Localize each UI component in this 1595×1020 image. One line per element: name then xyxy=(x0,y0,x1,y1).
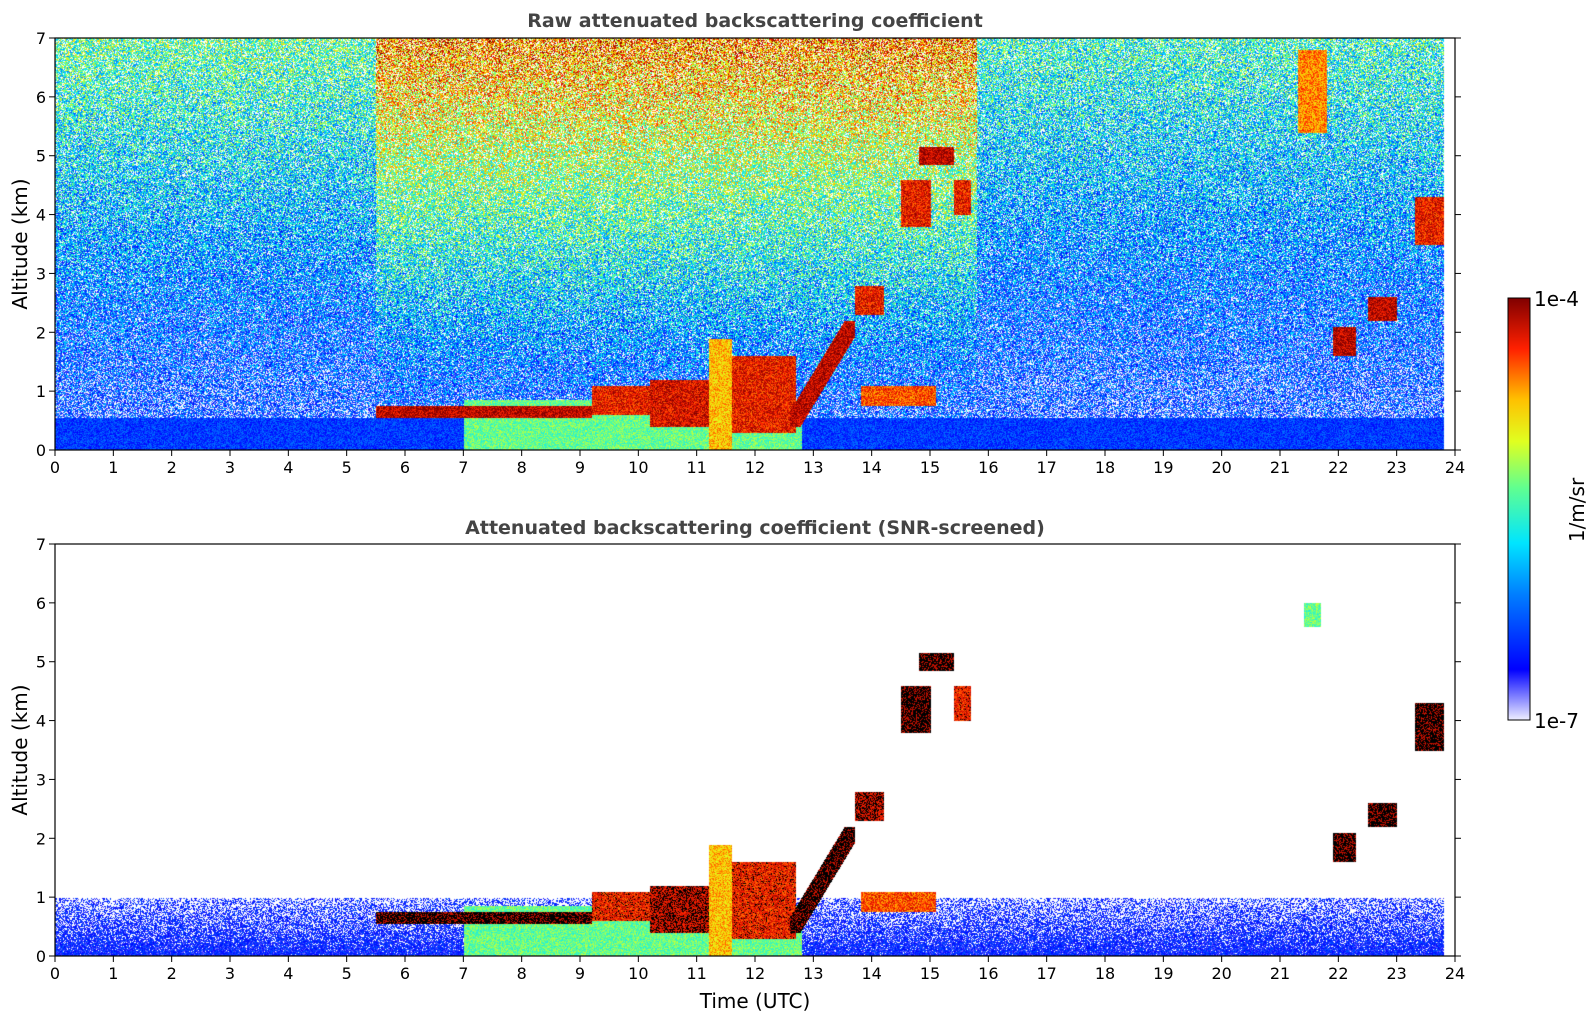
x-tick-label: 12 xyxy=(745,458,765,477)
x-tick-label: 15 xyxy=(920,964,940,983)
x-tick-label: 20 xyxy=(1211,964,1231,983)
colorbar-min-label: 1e-7 xyxy=(1534,709,1579,733)
x-tick-label: 4 xyxy=(283,458,293,477)
x-tick-label: 8 xyxy=(517,964,527,983)
x-tick-label: 21 xyxy=(1270,964,1290,983)
y-tick-label: 1 xyxy=(36,382,46,401)
x-tick-label: 20 xyxy=(1211,458,1231,477)
panel-raw: Raw attenuated backscattering coefficien… xyxy=(8,10,1465,477)
x-tick-label: 15 xyxy=(920,458,940,477)
y-axis-label: Altitude (km) xyxy=(8,178,32,309)
x-tick-label: 12 xyxy=(745,964,765,983)
x-tick-label: 13 xyxy=(803,458,823,477)
y-tick-label: 4 xyxy=(36,712,46,731)
y-tick-label: 2 xyxy=(36,829,46,848)
x-tick-label: 24 xyxy=(1445,964,1465,983)
colorbar-max-label: 1e-4 xyxy=(1534,287,1579,311)
y-tick-label: 6 xyxy=(36,594,46,613)
y-tick-label: 4 xyxy=(36,206,46,225)
x-tick-label: 11 xyxy=(686,458,706,477)
x-tick-label: 5 xyxy=(342,964,352,983)
x-tick-label: 22 xyxy=(1328,964,1348,983)
y-axis-label: Altitude (km) xyxy=(8,684,32,815)
y-tick-label: 0 xyxy=(36,947,46,966)
x-tick-label: 4 xyxy=(283,964,293,983)
x-tick-label: 21 xyxy=(1270,458,1290,477)
x-tick-label: 0 xyxy=(50,458,60,477)
x-tick-label: 1 xyxy=(108,964,118,983)
x-tick-label: 8 xyxy=(517,458,527,477)
x-tick-label: 24 xyxy=(1445,458,1465,477)
x-tick-label: 11 xyxy=(686,964,706,983)
x-tick-label: 10 xyxy=(628,964,648,983)
heatmap-screened xyxy=(55,544,1455,956)
heatmap-raw xyxy=(55,38,1455,450)
y-tick-label: 6 xyxy=(36,88,46,107)
x-tick-label: 6 xyxy=(400,458,410,477)
x-tick-label: 16 xyxy=(978,458,998,477)
y-tick-label: 7 xyxy=(36,29,46,48)
x-tick-label: 3 xyxy=(225,458,235,477)
x-tick-label: 14 xyxy=(861,964,881,983)
x-tick-label: 14 xyxy=(861,458,881,477)
y-tick-label: 0 xyxy=(36,441,46,460)
y-tick-label: 5 xyxy=(36,653,46,672)
panel-screened: Attenuated backscattering coefficient (S… xyxy=(8,517,1465,1013)
y-tick-label: 7 xyxy=(36,535,46,554)
x-tick-label: 19 xyxy=(1153,458,1173,477)
y-tick-label: 3 xyxy=(36,264,46,283)
x-tick-label: 2 xyxy=(167,964,177,983)
y-tick-label: 1 xyxy=(36,888,46,907)
y-tick-label: 3 xyxy=(36,770,46,789)
x-axis-label: Time (UTC) xyxy=(699,989,811,1013)
x-tick-label: 7 xyxy=(458,964,468,983)
x-tick-label: 23 xyxy=(1386,458,1406,477)
x-tick-label: 23 xyxy=(1386,964,1406,983)
x-tick-label: 3 xyxy=(225,964,235,983)
x-tick-label: 13 xyxy=(803,964,823,983)
x-tick-label: 22 xyxy=(1328,458,1348,477)
colorbar-unit-label: 1/m/sr xyxy=(1565,477,1589,542)
x-tick-label: 10 xyxy=(628,458,648,477)
x-tick-label: 1 xyxy=(108,458,118,477)
x-tick-label: 17 xyxy=(1036,964,1056,983)
y-tick-label: 2 xyxy=(36,323,46,342)
chart-title: Attenuated backscattering coefficient (S… xyxy=(465,517,1045,539)
x-tick-label: 16 xyxy=(978,964,998,983)
x-tick-label: 18 xyxy=(1095,458,1115,477)
y-tick-label: 5 xyxy=(36,147,46,166)
colorbar-gradient xyxy=(1507,297,1531,721)
x-tick-label: 5 xyxy=(342,458,352,477)
colorbar: 1e-4 1e-7 1/m/sr xyxy=(1507,287,1589,733)
x-tick-label: 17 xyxy=(1036,458,1056,477)
x-tick-label: 7 xyxy=(458,458,468,477)
chart-title: Raw attenuated backscattering coefficien… xyxy=(527,10,983,32)
x-tick-label: 0 xyxy=(50,964,60,983)
x-tick-label: 18 xyxy=(1095,964,1115,983)
x-tick-label: 19 xyxy=(1153,964,1173,983)
x-tick-label: 6 xyxy=(400,964,410,983)
x-tick-label: 9 xyxy=(575,964,585,983)
x-tick-label: 9 xyxy=(575,458,585,477)
x-tick-label: 2 xyxy=(167,458,177,477)
